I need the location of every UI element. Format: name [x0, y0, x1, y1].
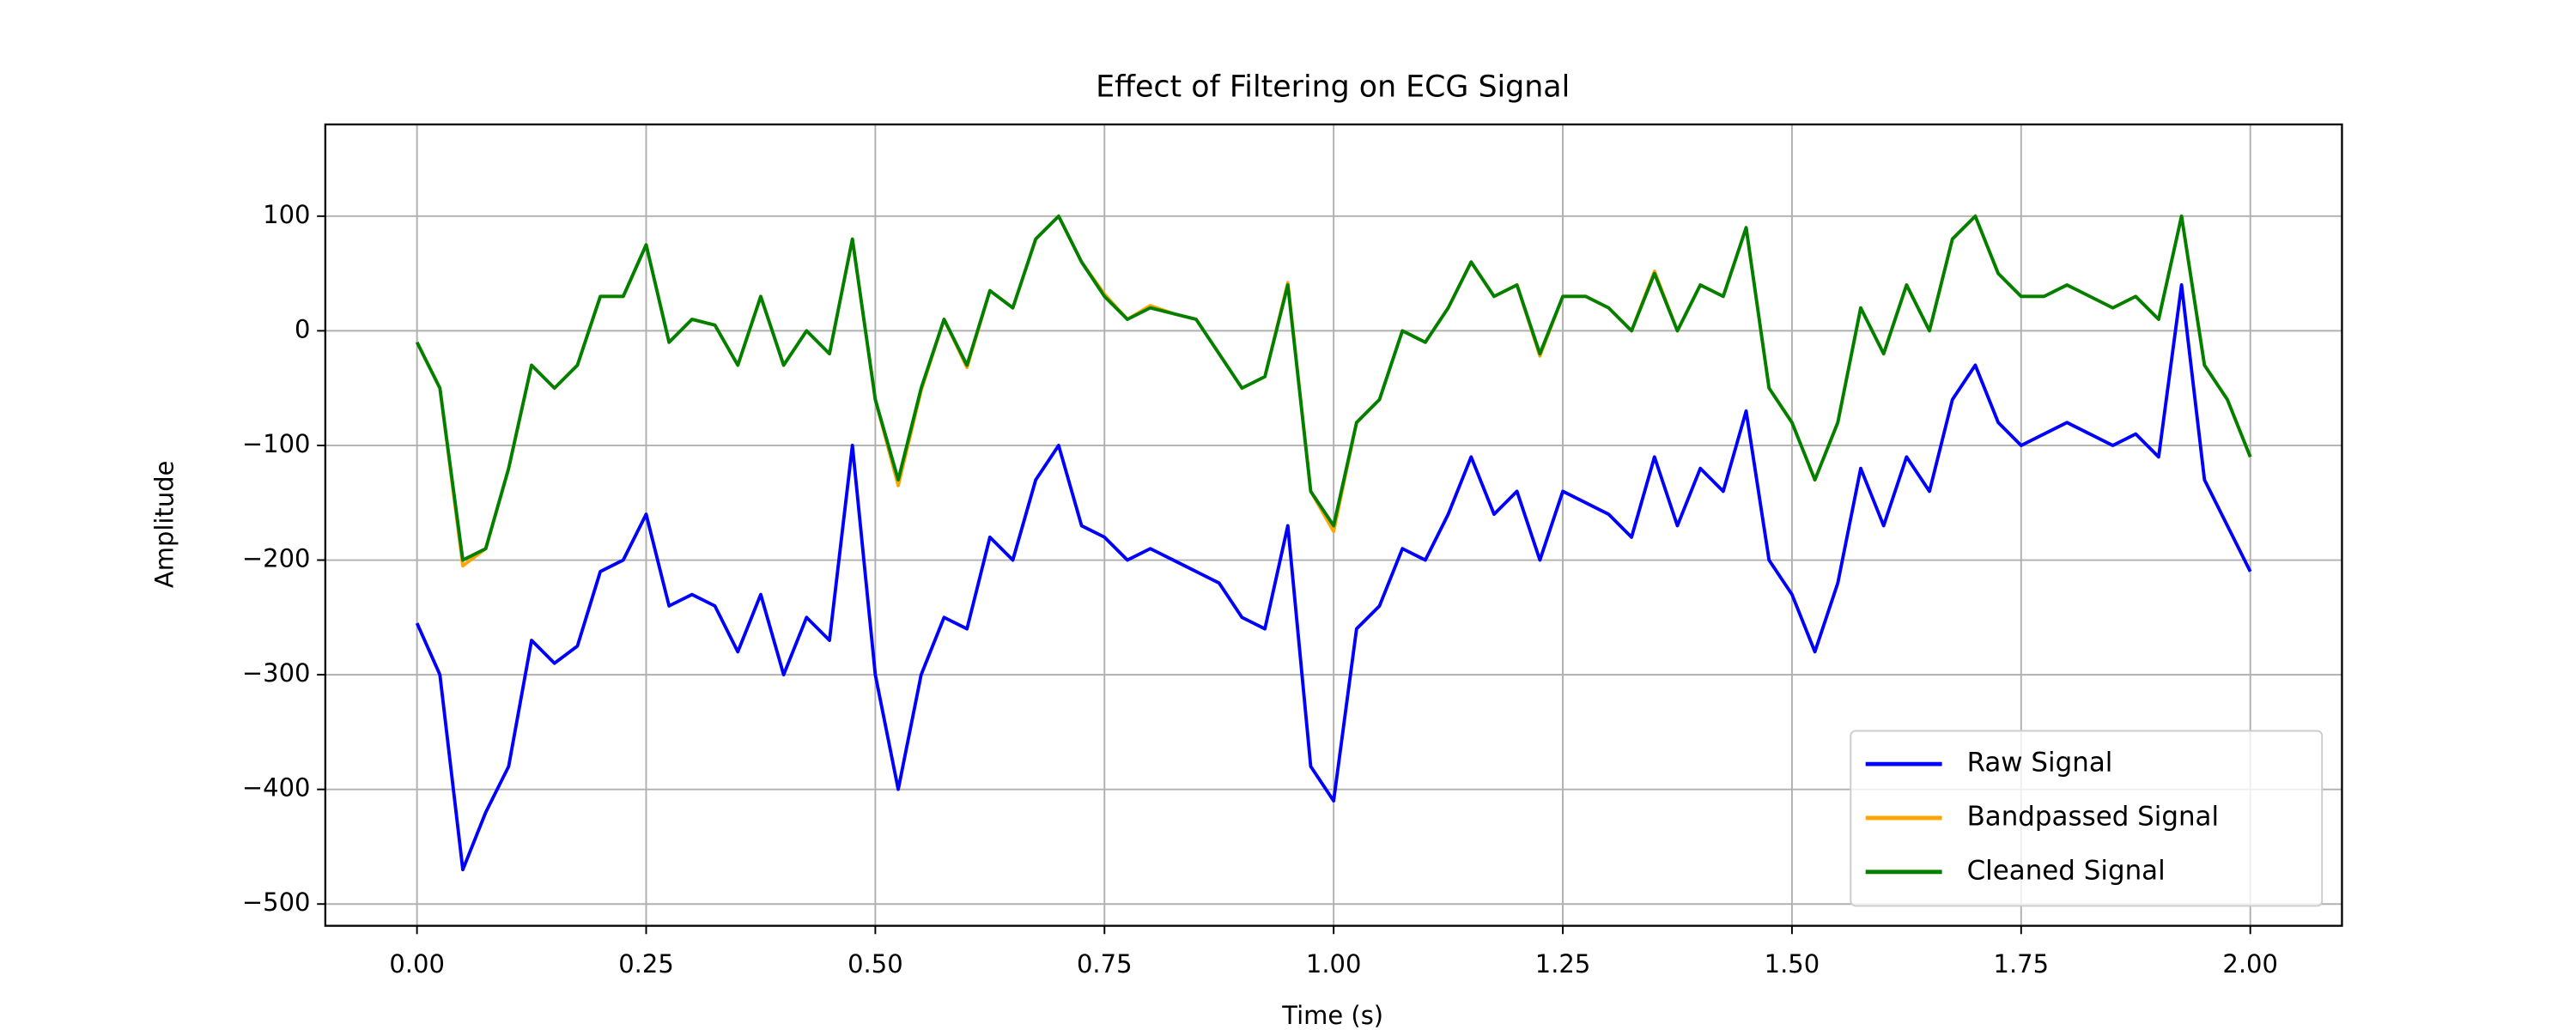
x-axis-label: Time (s) [1281, 1001, 1383, 1030]
x-tick-label: 1.75 [1994, 949, 2050, 978]
y-tick-label: −200 [242, 544, 311, 573]
chart-title: Effect of Filtering on ECG Signal [1096, 70, 1570, 104]
y-axis-label: Amplitude [149, 461, 179, 589]
x-tick-label: 1.00 [1306, 949, 1362, 978]
legend-label: Raw Signal [1967, 748, 2113, 779]
y-tick-label: −500 [242, 888, 311, 917]
y-tick-label: 100 [263, 200, 310, 229]
x-tick-label: 1.50 [1765, 949, 1820, 978]
x-tick-label: 0.50 [848, 949, 903, 978]
legend-label: Bandpassed Signal [1967, 801, 2220, 832]
plot-frame [324, 123, 2343, 927]
legend-label: Cleaned Signal [1967, 855, 2166, 886]
x-tick-label: 0.25 [618, 949, 674, 978]
legend-box [1850, 730, 2324, 907]
y-tick-label: −100 [242, 429, 311, 458]
series-line [415, 283, 2252, 872]
x-tick-label: 1.25 [1535, 949, 1591, 978]
y-tick-label: −400 [242, 773, 311, 803]
y-tick-label: 0 [295, 314, 310, 343]
series-line [415, 214, 2252, 562]
x-tick-label: 0.75 [1077, 949, 1133, 978]
y-tick-label: −300 [242, 658, 311, 688]
x-tick-label: 0.00 [389, 949, 445, 978]
x-tick-label: 2.00 [2222, 949, 2278, 978]
